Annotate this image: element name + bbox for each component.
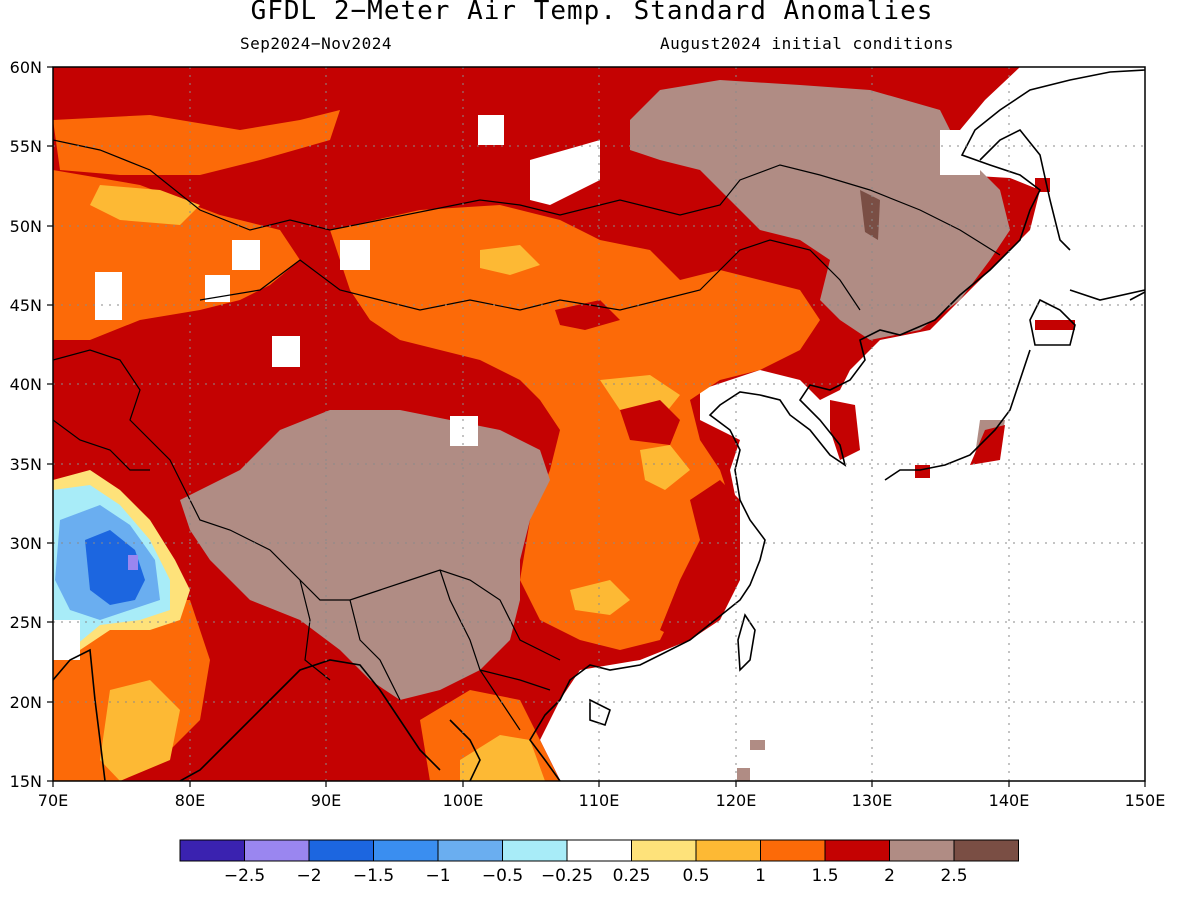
lon-label: 80E bbox=[175, 791, 205, 810]
colorbar-swatch bbox=[953, 839, 1019, 862]
axis-ticks bbox=[47, 66, 1146, 787]
map-title: GFDL 2−Meter Air Temp. Standard Anomalie… bbox=[250, 0, 934, 26]
anomaly-field bbox=[53, 67, 1145, 781]
colorbar-swatch bbox=[437, 839, 503, 862]
lat-label: 25N bbox=[10, 613, 42, 632]
colorbar-swatch bbox=[631, 839, 697, 862]
lon-label: 90E bbox=[311, 791, 341, 810]
lat-label: 30N bbox=[10, 534, 42, 553]
lon-label: 140E bbox=[989, 791, 1030, 810]
forecast-period: Sep2024−Nov2024 bbox=[240, 34, 392, 53]
lat-label: 20N bbox=[10, 693, 42, 712]
colorbar-label: −1.5 bbox=[353, 866, 394, 886]
colorbar-swatch bbox=[244, 839, 310, 862]
lon-label: 130E bbox=[852, 791, 893, 810]
colorbar-swatch bbox=[502, 839, 568, 862]
colorbar-label: −1 bbox=[425, 866, 450, 886]
colorbar-label: 2.5 bbox=[940, 866, 967, 886]
colorbar-label: −0.25 bbox=[541, 866, 593, 886]
colorbar-label: −2 bbox=[296, 866, 321, 886]
colorbar-swatch bbox=[695, 839, 761, 862]
colorbar-label: 0.25 bbox=[613, 866, 651, 886]
colorbar-label: −0.5 bbox=[482, 866, 523, 886]
lon-label: 100E bbox=[443, 791, 484, 810]
colorbar-label: −2.5 bbox=[224, 866, 265, 886]
initial-conditions: August2024 initial conditions bbox=[660, 34, 954, 53]
lon-label: 70E bbox=[38, 791, 68, 810]
colorbar-swatch bbox=[824, 839, 890, 862]
country-borders bbox=[53, 139, 1001, 731]
colorbar-swatch bbox=[373, 839, 439, 862]
colorbar-swatch bbox=[308, 839, 374, 862]
colorbar-swatch bbox=[566, 839, 632, 862]
lat-label: 15N bbox=[10, 772, 42, 791]
lon-label: 150E bbox=[1125, 791, 1166, 810]
lat-label: 55N bbox=[10, 137, 42, 156]
lat-label: 50N bbox=[10, 217, 42, 236]
colorbar: −2.5 −2 −1.5 −1 −0.5 −0.25 0.25 0.5 1 1.… bbox=[179, 839, 1019, 886]
lon-label: 120E bbox=[716, 791, 757, 810]
lon-label: 110E bbox=[579, 791, 620, 810]
coastlines bbox=[53, 69, 1145, 781]
colorbar-swatch bbox=[760, 839, 826, 862]
colorbar-label: 2 bbox=[884, 866, 895, 886]
colorbar-label: 0.5 bbox=[682, 866, 709, 886]
lat-label: 60N bbox=[10, 58, 42, 77]
colorbar-swatch bbox=[889, 839, 955, 862]
colorbar-swatch bbox=[179, 839, 245, 862]
lat-label: 40N bbox=[10, 375, 42, 394]
lat-label: 35N bbox=[10, 455, 42, 474]
colorbar-label: 1.5 bbox=[811, 866, 838, 886]
colorbar-label: 1 bbox=[755, 866, 766, 886]
graticule bbox=[53, 67, 1145, 781]
lat-label: 45N bbox=[10, 296, 42, 315]
